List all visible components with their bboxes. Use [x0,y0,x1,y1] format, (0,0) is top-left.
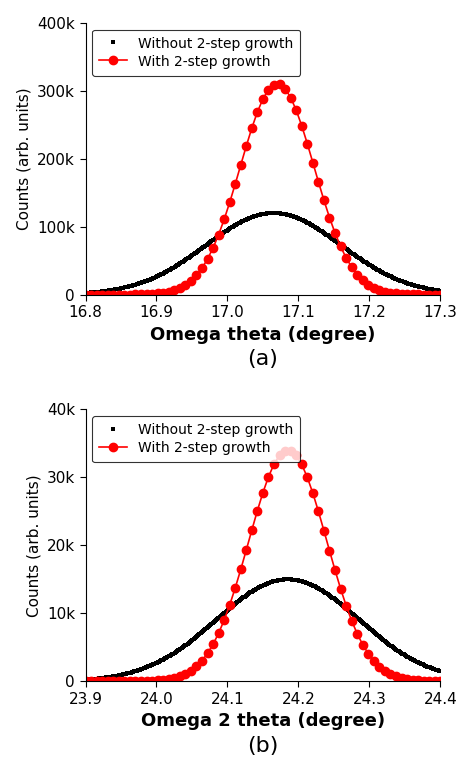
With 2-step growth [427,290,432,300]
Without 2-step growth [438,666,443,676]
Without 2-step growth [82,675,88,684]
Without 2-step growth [301,216,307,225]
With 2-step growth [438,290,443,300]
X-axis label: Omega theta (degree): Omega theta (degree) [150,326,375,344]
Without 2-step growth [82,288,88,297]
With 2-step growth [265,85,271,94]
Legend: Without 2-step growth, With 2-step growth: Without 2-step growth, With 2-step growt… [92,416,301,462]
Legend: Without 2-step growth, With 2-step growth: Without 2-step growth, With 2-step growt… [92,29,301,76]
Without 2-step growth [301,577,307,587]
Line: With 2-step growth: With 2-step growth [82,446,445,686]
With 2-step growth [277,80,283,89]
Without 2-step growth [438,286,443,296]
Line: With 2-step growth: With 2-step growth [82,80,445,299]
With 2-step growth [232,584,238,593]
With 2-step growth [393,672,399,681]
With 2-step growth [265,472,271,482]
Line: Without 2-step growth: Without 2-step growth [83,211,443,295]
Y-axis label: Counts (arb. units): Counts (arb. units) [26,474,41,617]
Line: Without 2-step growth: Without 2-step growth [83,577,443,682]
Text: (a): (a) [247,349,278,369]
Y-axis label: Counts (arb. units): Counts (arb. units) [17,87,32,230]
With 2-step growth [283,446,288,455]
Without 2-step growth [383,269,389,279]
Without 2-step growth [383,638,389,647]
Text: (b): (b) [247,736,279,756]
Without 2-step growth [84,288,90,297]
Without 2-step growth [284,574,290,584]
Without 2-step growth [294,575,300,584]
With 2-step growth [188,276,194,286]
With 2-step growth [82,677,88,686]
With 2-step growth [438,676,443,686]
Without 2-step growth [84,675,90,684]
Without 2-step growth [405,279,411,288]
X-axis label: Omega 2 theta (degree): Omega 2 theta (degree) [141,713,385,730]
Without 2-step growth [270,208,276,218]
With 2-step growth [166,675,172,684]
Without 2-step growth [405,652,411,662]
With 2-step growth [82,290,88,300]
With 2-step growth [232,179,238,188]
With 2-step growth [393,289,399,298]
Without 2-step growth [294,213,300,222]
Without 2-step growth [295,214,301,223]
Without 2-step growth [295,576,301,585]
With 2-step growth [427,676,432,686]
With 2-step growth [166,287,172,296]
With 2-step growth [188,666,194,676]
